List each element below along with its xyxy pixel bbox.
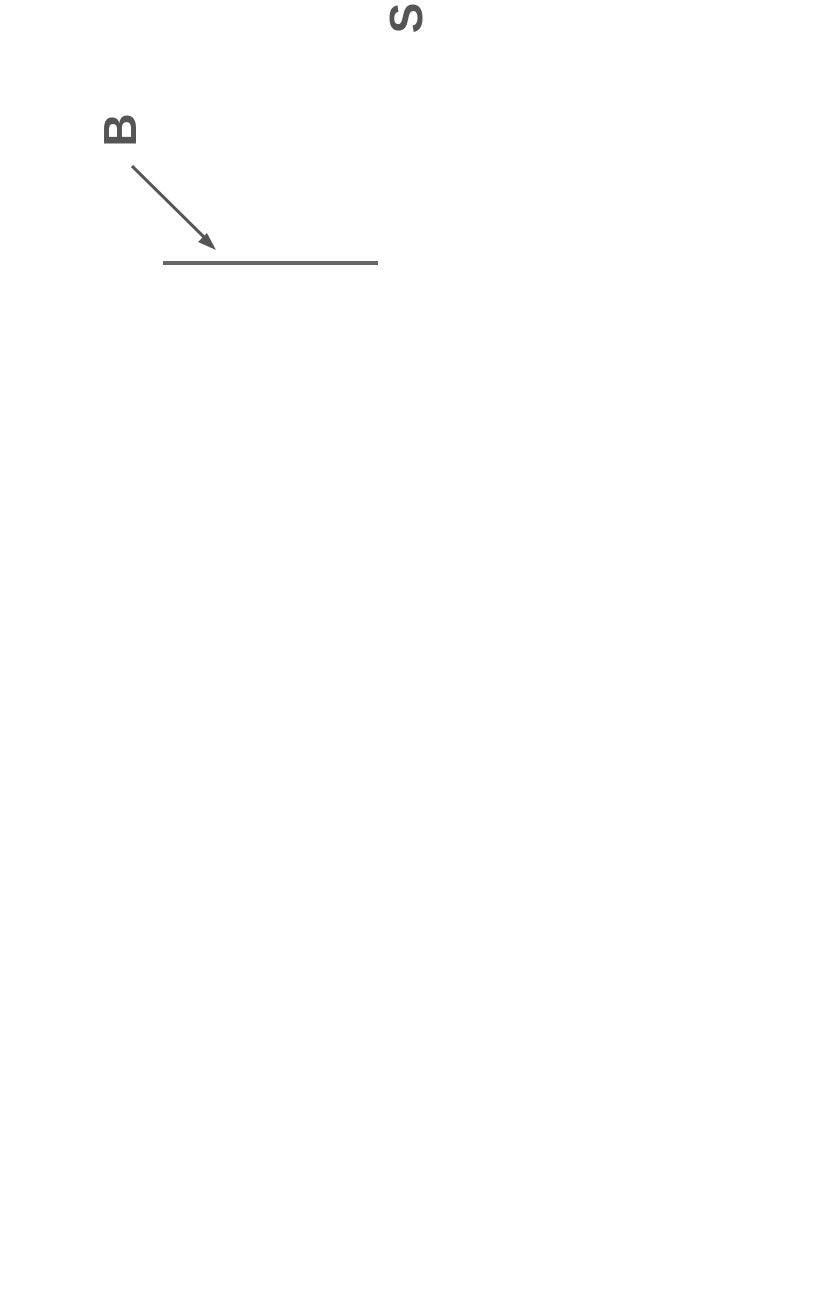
figure-label: S <box>380 3 432 34</box>
scale-bar-label: B <box>94 113 146 146</box>
micrograph <box>0 265 833 1293</box>
image-grain <box>0 265 833 1293</box>
arrow-shaft <box>132 166 210 243</box>
figure: S B <box>0 0 833 1293</box>
